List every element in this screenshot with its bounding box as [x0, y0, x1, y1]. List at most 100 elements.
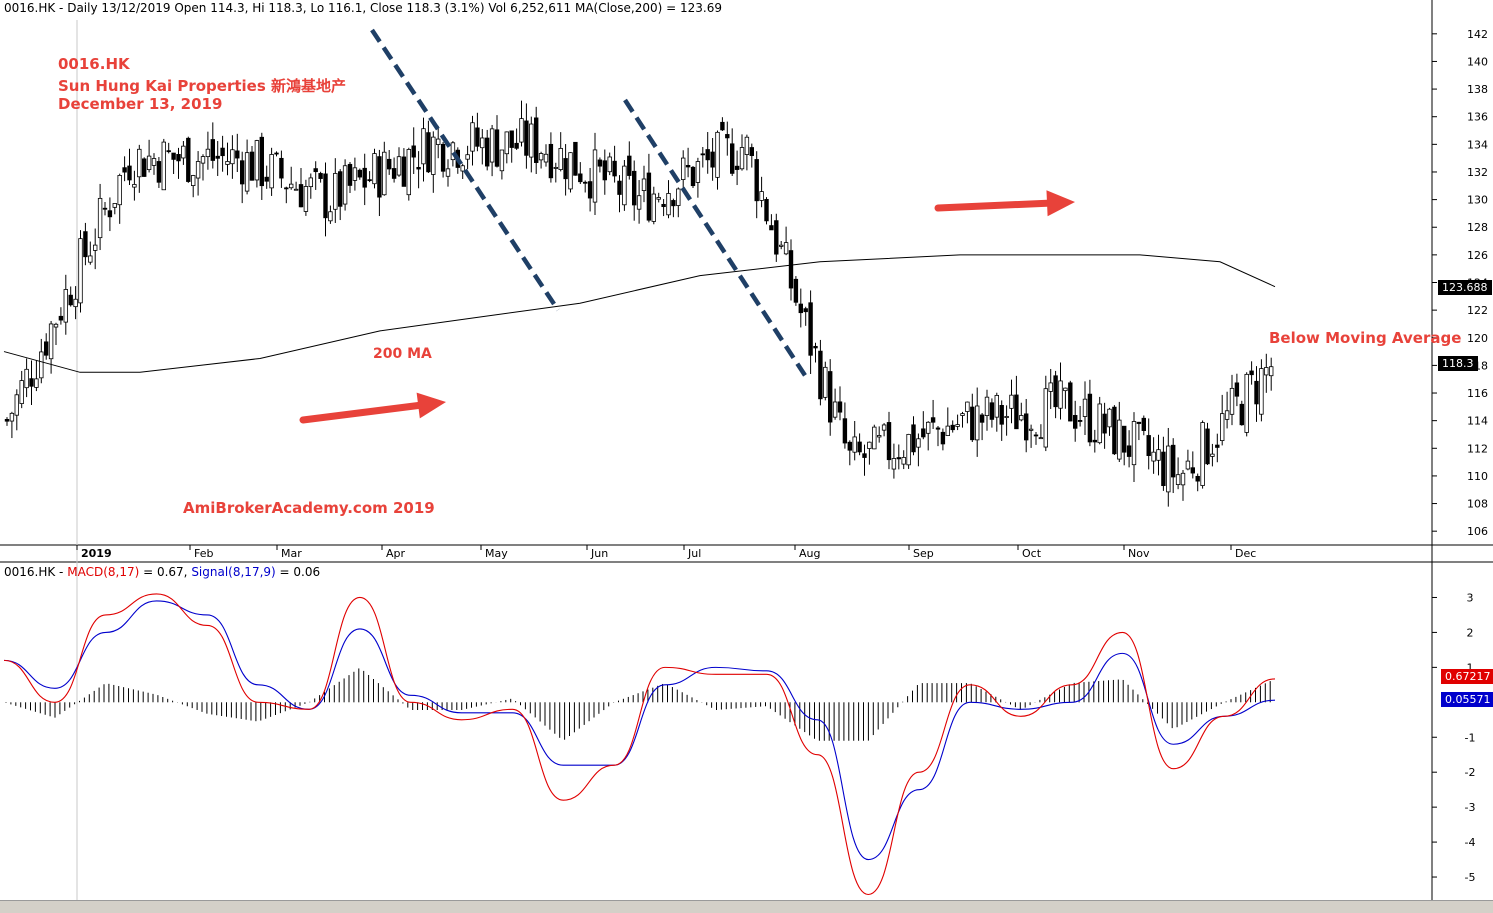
candle-body — [127, 165, 132, 181]
candle-body — [254, 140, 260, 181]
price-tick-label: 122 — [1467, 304, 1488, 317]
candle-body — [411, 145, 416, 158]
macd-tick-label: 3 — [1467, 591, 1474, 604]
candle-body — [190, 175, 196, 186]
candle-body — [24, 368, 29, 389]
candle-body — [1028, 428, 1034, 431]
candle-body — [112, 203, 117, 208]
candle-body — [171, 152, 176, 160]
candle-body — [901, 457, 906, 465]
candle-body — [950, 424, 955, 431]
arrow-right-head — [1046, 190, 1075, 217]
candle-body — [352, 167, 358, 181]
candle-body — [259, 136, 264, 187]
macd-value-tag: 0.67217 — [1441, 669, 1493, 684]
month-tick-label: Oct — [1022, 547, 1042, 560]
candle-body — [401, 156, 407, 187]
candle-body — [475, 127, 480, 147]
candle-body — [406, 149, 411, 196]
candle-body — [975, 405, 980, 441]
candle-body — [656, 197, 661, 200]
candle-body — [279, 157, 284, 179]
month-tick-label: Sep — [913, 547, 934, 560]
candle-body — [1033, 434, 1039, 437]
macd-line — [3, 593, 1276, 896]
candle-body — [1205, 428, 1210, 465]
candle-body — [818, 350, 823, 400]
month-tick-label: Aug — [799, 547, 820, 560]
candle-body — [210, 139, 215, 161]
candle-body — [141, 158, 147, 177]
sheet-tabs-bar[interactable] — [0, 900, 1493, 913]
candle-body — [230, 149, 235, 165]
price-tick-label: 134 — [1467, 138, 1488, 151]
candle-body — [1087, 393, 1093, 443]
candle-body — [842, 418, 848, 444]
macd-tick-label: 1 — [1467, 661, 1474, 674]
candle-body — [156, 161, 162, 183]
candle-body — [176, 154, 181, 162]
candle-body — [1068, 382, 1073, 422]
candle-body — [88, 255, 93, 263]
candle-body — [78, 238, 83, 304]
candle-body — [244, 152, 250, 192]
candle-body — [617, 180, 622, 195]
candle-body — [122, 167, 127, 173]
candle-body — [460, 165, 465, 172]
candle-body — [1024, 413, 1029, 441]
candle-body — [935, 427, 941, 430]
candle-body — [1063, 387, 1068, 392]
candle-body — [881, 424, 887, 431]
candle-body — [1215, 444, 1220, 448]
candle-body — [553, 167, 558, 169]
candle-body — [249, 151, 255, 181]
macd-symbol: 0016.HK - — [4, 565, 68, 579]
candle-body — [470, 122, 475, 152]
candle-body — [200, 156, 206, 164]
candle-body — [1019, 415, 1024, 421]
ticker-annotation: 0016.HK — [58, 55, 130, 73]
candle-body — [583, 181, 588, 184]
ma-annotation: 200 MA — [373, 346, 432, 362]
candle-body — [63, 289, 68, 323]
candle-body — [1234, 382, 1240, 397]
candle-body — [1141, 417, 1146, 431]
candle-body — [632, 170, 637, 206]
candle-body — [1107, 408, 1112, 428]
candle-body — [426, 132, 431, 173]
signal-header-value: = 0.06 — [275, 565, 321, 579]
candle-body — [1244, 373, 1249, 433]
candle-body — [504, 131, 509, 155]
candle-body — [945, 425, 950, 436]
candle-body — [1210, 453, 1215, 457]
candle-body — [161, 141, 166, 191]
candle-body — [960, 413, 965, 416]
candle-body — [58, 315, 64, 321]
candle-body — [641, 178, 647, 191]
signal-label: Signal(8,17,9) — [191, 565, 276, 579]
date-annotation: December 13, 2019 — [58, 95, 223, 113]
candle-body — [578, 173, 583, 183]
candle-body — [1014, 394, 1019, 430]
candle-body — [1249, 370, 1254, 376]
month-tick-label: Jul — [687, 547, 701, 560]
macd-header: 0016.HK - MACD(8,17) = 0.67, Signal(8,17… — [4, 565, 320, 579]
candle-body — [798, 303, 803, 314]
candle-body — [347, 163, 353, 186]
candle-body — [102, 207, 108, 210]
candle-body — [832, 401, 838, 418]
candle-body — [862, 453, 867, 458]
month-tick-label: Feb — [194, 547, 213, 560]
candle-body — [53, 323, 59, 328]
candle-body — [769, 225, 774, 231]
candle-body — [269, 154, 274, 189]
macd-tick-label: -2 — [1465, 766, 1476, 779]
candle-body — [823, 366, 828, 398]
candle-body — [29, 378, 34, 387]
macd-tick-label: -3 — [1465, 801, 1476, 814]
candle-body — [83, 231, 88, 258]
candle-body — [239, 160, 245, 185]
candle-body — [710, 151, 715, 168]
candle-body — [1146, 435, 1151, 456]
